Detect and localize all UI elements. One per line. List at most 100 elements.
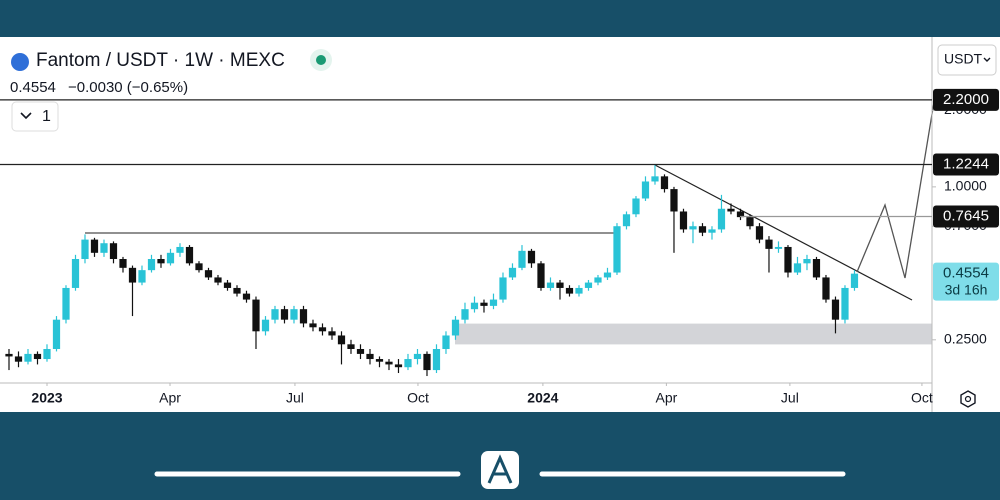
candle-body [442, 335, 450, 350]
candle-body [33, 353, 42, 360]
settings-icon[interactable] [960, 390, 976, 408]
candle-body [451, 319, 460, 336]
y-tick-label: 0.2500 [944, 331, 987, 347]
candle-body [594, 277, 602, 283]
candle-body [423, 353, 431, 371]
candle-body [14, 356, 23, 362]
candle-body [233, 287, 241, 294]
x-tick-label: Apr [159, 390, 181, 406]
candle-body [347, 344, 355, 350]
candle-body [90, 239, 99, 253]
countdown: 3d 16h [945, 281, 988, 297]
candle-body [166, 252, 175, 264]
candle-body [5, 353, 13, 357]
chevron [983, 57, 991, 62]
level-tag [933, 88, 999, 111]
x-tick-label: Jul [286, 390, 304, 406]
level-label: 0.7645 [943, 207, 989, 224]
candle-body [480, 302, 488, 306]
candle-body [537, 263, 545, 288]
candle-body [385, 361, 393, 365]
candle-body [128, 267, 137, 283]
candle-body [318, 327, 327, 332]
candle-body [508, 267, 517, 278]
candle-body [195, 263, 203, 271]
candle-body [43, 349, 51, 360]
candle-body [556, 282, 564, 288]
candle-body [176, 246, 184, 253]
level-tag [933, 205, 999, 228]
candle-body [470, 302, 479, 310]
currency-label: USDT [944, 51, 983, 67]
candle-body [641, 181, 650, 199]
candle-body [356, 349, 365, 354]
level-label: 1.2244 [943, 155, 989, 172]
candle-body [271, 309, 279, 320]
last-value: 0.4554 [10, 79, 56, 96]
currency-dropdown[interactable] [937, 44, 997, 76]
candle-body [603, 272, 612, 278]
candle-body [679, 211, 688, 230]
candle-body [746, 217, 754, 227]
candle-body [24, 353, 32, 362]
candle-body [575, 287, 583, 294]
candle-body [489, 299, 498, 306]
candle-body [708, 229, 716, 233]
candle-body [185, 246, 194, 264]
x-tick-label: Apr [655, 390, 677, 406]
support-zone [455, 323, 932, 345]
candle-body [261, 319, 270, 332]
x-tick-label: 2024 [527, 390, 558, 406]
candle-body [252, 299, 260, 332]
collapse-count: 1 [42, 108, 51, 125]
candle-body [632, 198, 640, 215]
candle-body [812, 259, 821, 278]
last-price-label: 0.4554 [943, 265, 989, 282]
candle-body [328, 331, 336, 336]
candle-body [803, 259, 811, 264]
candle-body [223, 282, 232, 288]
chevron [20, 112, 32, 120]
candle-body [280, 309, 289, 320]
collapse-button[interactable] [11, 101, 59, 132]
candle-body [698, 226, 707, 233]
candle-body [461, 309, 469, 320]
candle-body [242, 293, 251, 300]
candle-body [109, 243, 118, 260]
candle-body [337, 335, 346, 345]
candle-body [204, 270, 213, 278]
change-value: −0.0030 (−0.65%) [68, 79, 188, 96]
candle-body [755, 226, 764, 240]
candle-body [831, 299, 840, 320]
candle-body [518, 250, 526, 268]
level-label: 2.2000 [943, 91, 989, 108]
candle-body [793, 263, 802, 273]
coin-logo [11, 53, 29, 71]
candle-body [689, 226, 697, 230]
settings-icon-center [964, 395, 972, 403]
candle-body [119, 259, 127, 268]
candle-body [71, 259, 80, 288]
candle-body [822, 277, 830, 300]
candle-body [309, 323, 317, 328]
plot [5, 164, 859, 377]
status-dot [316, 55, 326, 65]
candle-body [736, 211, 745, 218]
projection-path [856, 101, 935, 279]
candle-body [81, 239, 89, 260]
candle-body [157, 259, 165, 264]
candle-body [841, 287, 849, 320]
x-tick-label: 2023 [31, 390, 62, 406]
candle-body [622, 214, 631, 227]
candle-body [527, 250, 536, 264]
candle-body [613, 226, 621, 273]
candle-body [717, 208, 726, 230]
candle-body [138, 270, 146, 283]
candle-body [290, 309, 298, 320]
x-tick-label: Oct [407, 390, 429, 406]
x-tick-label: Jul [781, 390, 799, 406]
candle-body [375, 359, 384, 362]
x-tick-label: Oct [911, 390, 933, 406]
candle-body [774, 246, 783, 249]
